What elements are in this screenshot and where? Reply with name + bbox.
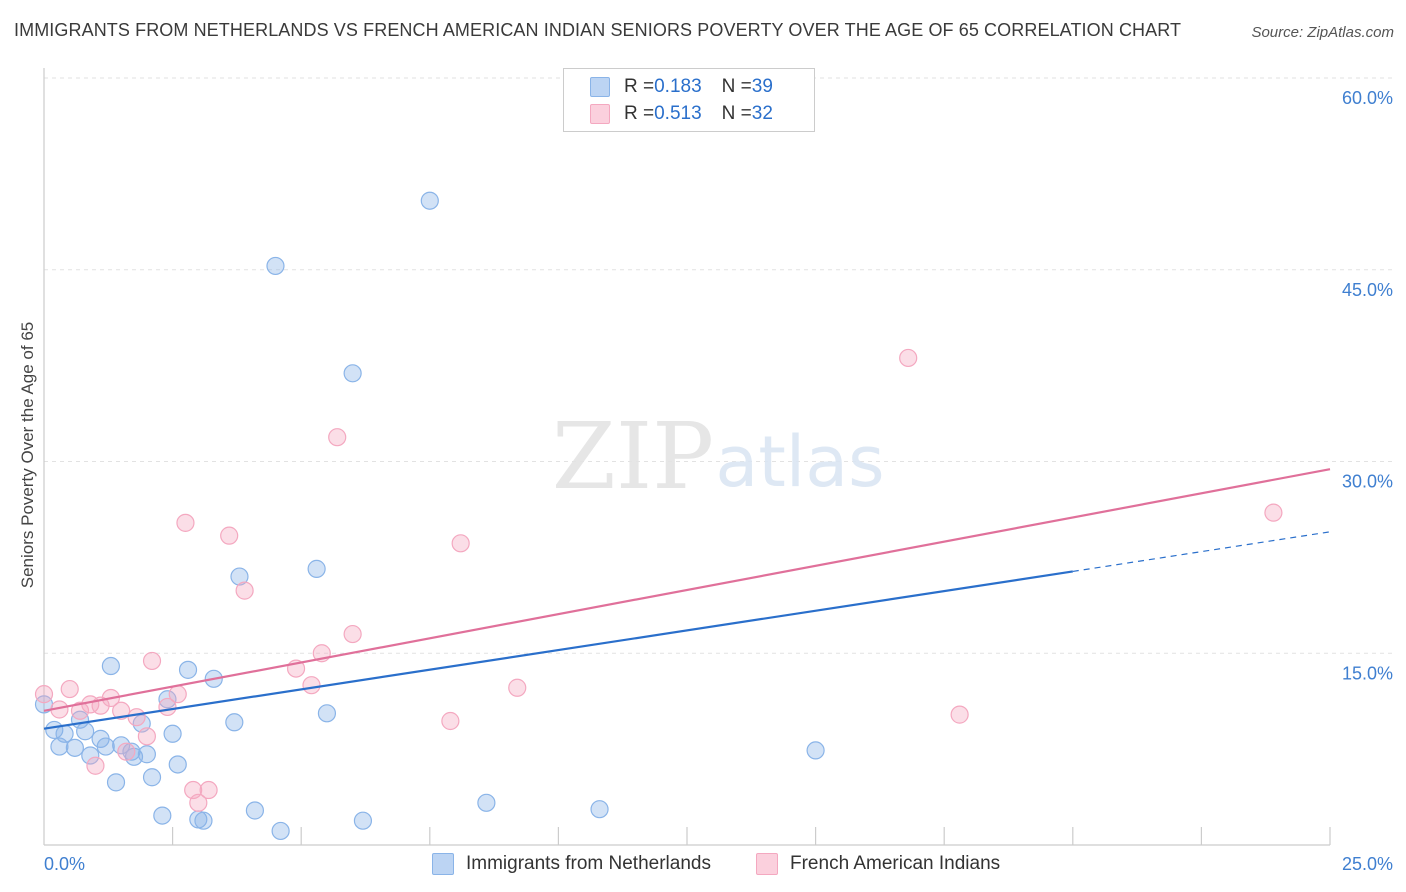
legend-n-label: N =: [721, 103, 752, 124]
bottom-legend-swatch-netherlands: [432, 853, 454, 875]
point-netherlands: [76, 722, 95, 741]
point-french-american-indians: [112, 701, 131, 720]
legend-n-value: 39: [751, 76, 773, 97]
point-netherlands: [271, 821, 290, 841]
legend-swatch-french-american-indians: [590, 104, 610, 124]
point-french-american-indians: [441, 711, 460, 731]
point-french-american-indians: [451, 534, 470, 553]
point-netherlands: [65, 738, 84, 757]
watermark-atlas: atlas: [715, 421, 884, 503]
point-french-american-indians: [168, 685, 187, 704]
point-netherlands: [245, 801, 265, 820]
bottom-legend-label: Immigrants from Netherlands: [466, 853, 711, 874]
axis-layer: [43, 68, 1330, 846]
legend-n-value: 32: [751, 103, 773, 124]
point-netherlands: [353, 811, 373, 830]
point-french-american-indians: [137, 727, 156, 746]
point-french-american-indians: [189, 793, 208, 812]
x-tick-label: 25.0%: [1342, 854, 1393, 874]
point-netherlands: [163, 724, 182, 743]
point-french-american-indians: [34, 685, 54, 704]
point-netherlands: [106, 773, 126, 792]
bottom-legend-swatch-french-american-indians: [756, 853, 778, 875]
point-netherlands: [122, 742, 141, 761]
point-netherlands: [168, 755, 187, 774]
point-netherlands: [225, 713, 244, 732]
bottom-legend-french-american-indians: French American Indians: [756, 852, 1000, 876]
point-french-american-indians: [508, 678, 527, 697]
point-french-american-indians: [70, 701, 90, 720]
point-french-american-indians: [199, 780, 218, 800]
legend-row-french-american-indians: R = 0.513 N = 32: [590, 102, 773, 126]
trendline-netherlands-extension: [1072, 531, 1331, 573]
source-credit: Source: ZipAtlas.com: [1251, 24, 1394, 41]
y-tick-label: 45.0%: [1342, 280, 1393, 300]
x-tick-label: 0.0%: [44, 854, 85, 874]
trendline-french-american-indians: [43, 468, 1331, 712]
point-netherlands: [307, 559, 326, 578]
bottom-legend-netherlands: Immigrants from Netherlands: [432, 852, 711, 876]
point-netherlands: [153, 806, 172, 825]
point-netherlands: [317, 704, 337, 723]
y-tick-label: 30.0%: [1342, 472, 1393, 492]
point-french-american-indians: [142, 651, 162, 671]
legend-n-label: N =: [721, 76, 752, 97]
point-netherlands: [55, 724, 74, 743]
point-netherlands: [420, 191, 439, 210]
point-french-american-indians: [1264, 503, 1283, 522]
legend-swatch-netherlands: [590, 77, 610, 97]
point-netherlands: [137, 745, 156, 764]
legend-r-label: R =: [624, 103, 655, 124]
y-tick-label: 15.0%: [1342, 663, 1393, 683]
point-french-american-indians: [235, 581, 254, 600]
point-netherlands: [194, 811, 213, 830]
point-netherlands: [142, 768, 162, 787]
point-netherlands: [477, 793, 496, 812]
point-netherlands: [101, 656, 120, 676]
chart-title: IMMIGRANTS FROM NETHERLANDS VS FRENCH AM…: [14, 20, 1182, 40]
point-netherlands: [178, 660, 198, 679]
point-netherlands: [806, 741, 825, 760]
point-netherlands: [230, 567, 249, 586]
legend-row-netherlands: R = 0.183 N = 39: [590, 75, 773, 99]
point-french-american-indians: [220, 526, 239, 545]
point-netherlands: [96, 737, 115, 756]
point-netherlands: [590, 800, 609, 819]
tick-label-layer: 60.0% 45.0% 30.0% 15.0% 0.0% 25.0%: [44, 88, 1393, 874]
point-french-american-indians: [176, 513, 195, 532]
bottom-legend-label: French American Indians: [790, 853, 1001, 874]
trendline-netherlands: [43, 570, 1073, 730]
point-french-american-indians: [899, 348, 918, 368]
point-french-american-indians: [343, 624, 362, 644]
point-netherlands: [266, 256, 285, 276]
legend-r-value: 0.513: [654, 103, 702, 124]
point-netherlands: [158, 690, 177, 709]
watermark: ZIP atlas: [552, 403, 885, 510]
legend: R = 0.183 N = 39 R = 0.513 N = 32: [563, 68, 815, 132]
legend-r-value: 0.183: [654, 76, 702, 97]
points-layer: [34, 191, 1283, 841]
point-netherlands: [343, 364, 362, 383]
legend-r-label: R =: [624, 76, 655, 97]
point-french-american-indians: [950, 705, 969, 724]
point-french-american-indians: [127, 708, 146, 727]
point-french-american-indians: [328, 428, 347, 447]
y-tick-label: 60.0%: [1342, 88, 1393, 108]
trend-layer: [43, 468, 1331, 730]
point-french-american-indians: [60, 679, 79, 699]
watermark-zip: ZIP: [552, 403, 714, 510]
point-french-american-indians: [117, 742, 136, 761]
point-french-american-indians: [86, 756, 105, 775]
point-netherlands: [81, 746, 100, 765]
point-french-american-indians: [302, 676, 321, 695]
